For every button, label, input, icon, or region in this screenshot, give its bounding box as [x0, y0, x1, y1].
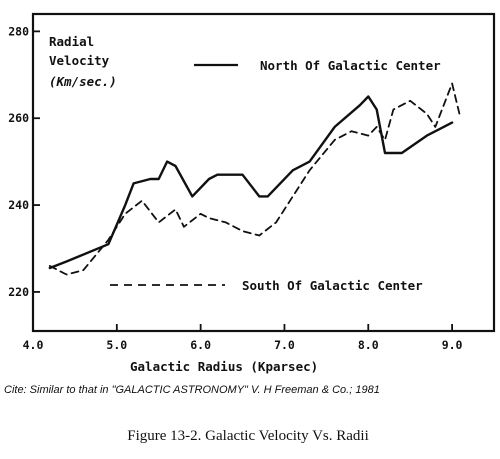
y-tick-label: 260	[8, 111, 29, 125]
x-tick-label: 7.0	[274, 338, 295, 352]
y-tick-label: 220	[8, 285, 29, 299]
y-axis-label-line-3: (Km/sec.)	[49, 74, 117, 89]
x-axis-label: Galactic Radius (Kparsec)	[130, 359, 318, 374]
x-tick-label: 5.0	[106, 338, 127, 352]
x-tick-label: 6.0	[190, 338, 211, 352]
legend-label-south: South Of Galactic Center	[242, 278, 423, 293]
y-axis-ticks: 220 240 260 280	[8, 24, 40, 299]
series-line-south	[48, 82, 462, 276]
x-tick-label: 8.0	[358, 338, 379, 352]
series-line-north	[48, 95, 454, 270]
y-axis-label-line-2: Velocity	[49, 53, 110, 68]
figure-caption: Figure 13-2. Galactic Velocity Vs. Radii	[127, 428, 369, 444]
x-tick-label: 4.0	[23, 338, 44, 352]
x-axis-ticks: 4.0 5.0 6.0 7.0 8.0 9.0	[23, 324, 463, 352]
legend-label-north: North Of Galactic Center	[260, 58, 441, 73]
y-axis-label-line-1: Radial	[49, 34, 94, 49]
plot-frame	[31, 12, 496, 333]
y-tick-label: 240	[8, 198, 29, 212]
x-tick-label: 9.0	[442, 338, 463, 352]
y-tick-label: 280	[8, 24, 29, 38]
series-layer	[48, 82, 462, 276]
citation-text: Cite: Similar to that in "GALACTIC ASTRO…	[4, 384, 380, 396]
